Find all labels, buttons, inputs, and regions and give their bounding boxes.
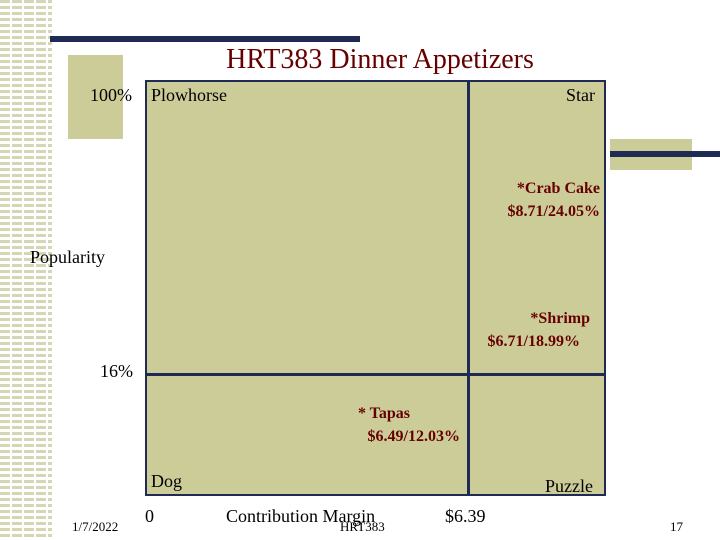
decorative-block	[68, 55, 123, 139]
item-shrimp-name: *Shrimp	[530, 310, 590, 327]
x-axis-label: Contribution Margin	[226, 506, 376, 526]
quadrant-label-plowhorse: Plowhorse	[151, 85, 227, 105]
page-title: HRT383 Dinner Appetizers	[226, 44, 534, 75]
quadrant-label-puzzle: Puzzle	[545, 476, 593, 496]
item-shrimp-value: $6.71/18.99%	[487, 333, 580, 350]
footer-course: HRT383	[340, 519, 385, 534]
menu-engineering-matrix	[145, 80, 606, 496]
y-axis-label: Popularity	[30, 247, 105, 267]
footer-date: 1/7/2022	[72, 519, 119, 534]
x-axis-threshold-label: $6.39	[445, 506, 486, 526]
side-accent-bar	[610, 151, 720, 157]
item-tapas-value: $6.49/12.03%	[367, 428, 460, 445]
x-axis-zero-label: 0	[145, 506, 154, 526]
item-tapas-name: * Tapas	[357, 405, 410, 422]
slide-number: 17	[670, 519, 683, 534]
decorative-stripes	[0, 0, 52, 540]
vertical-divider	[467, 80, 470, 496]
horizontal-divider	[145, 373, 606, 376]
quadrant-label-star: Star	[566, 85, 595, 105]
title-accent-bar	[50, 36, 360, 42]
quadrant-label-dog: Dog	[151, 471, 182, 491]
y-axis-threshold-label: 16%	[100, 361, 133, 381]
item-crab-cake-name: *Crab Cake	[516, 180, 600, 197]
y-axis-top-label: 100%	[90, 85, 132, 105]
item-crab-cake-value: $8.71/24.05%	[507, 203, 600, 220]
